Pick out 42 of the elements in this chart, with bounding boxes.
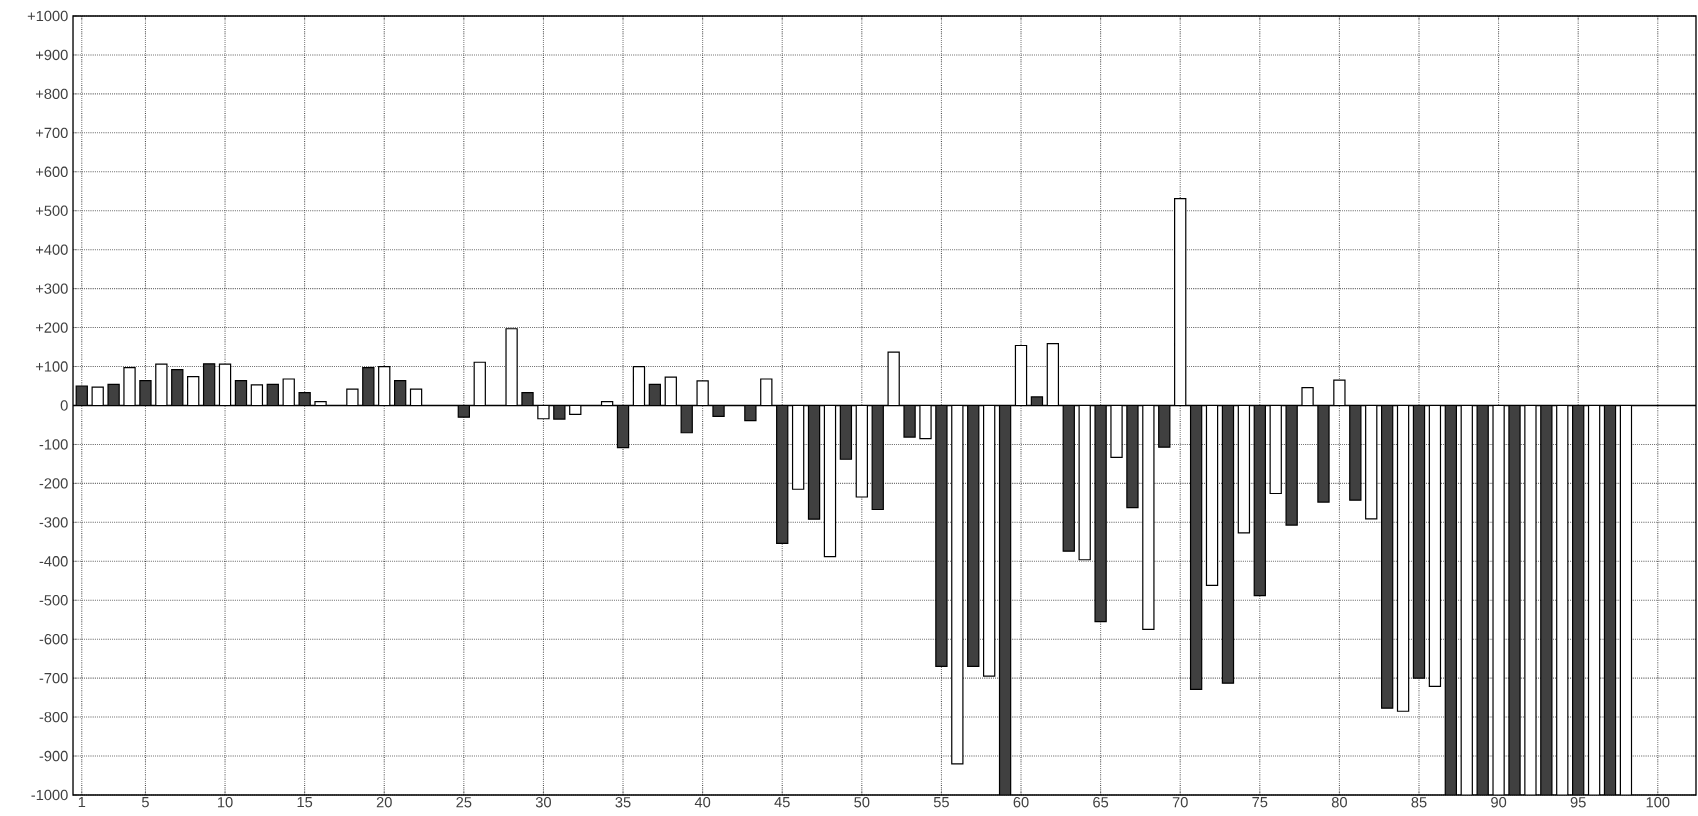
y-tick-label: -300 — [39, 517, 68, 528]
x-tick-label: 10 — [217, 797, 233, 808]
x-tick-label: 65 — [1093, 797, 1109, 808]
y-tick-label: -900 — [39, 750, 68, 762]
y-tick-label: +300 — [35, 283, 68, 294]
y-tick-label: -400 — [39, 556, 68, 567]
y-tick-label: -100 — [39, 439, 68, 450]
y-tick-label: -500 — [39, 595, 68, 606]
y-tick-label: +600 — [35, 166, 68, 177]
x-tick-label: 20 — [376, 797, 392, 808]
x-tick-label: 45 — [774, 797, 790, 808]
y-tick-label: +700 — [35, 127, 68, 139]
x-tick-label: 90 — [1491, 797, 1507, 808]
y-tick-label: +400 — [35, 244, 68, 255]
y-tick-label: +200 — [35, 322, 68, 333]
y-tick-label: -800 — [39, 711, 68, 723]
x-tick-label: 55 — [933, 797, 949, 808]
x-tick-label: 5 — [141, 797, 149, 808]
x-tick-label: 75 — [1252, 797, 1268, 808]
y-tick-label: +100 — [35, 361, 68, 372]
y-tick-label: +1000 — [27, 10, 68, 22]
x-tick-label: 100 — [1646, 797, 1670, 808]
y-tick-label: -1000 — [31, 789, 68, 801]
x-tick-label: 85 — [1411, 797, 1427, 808]
x-tick-label: 80 — [1331, 797, 1347, 808]
y-tick-label: 0 — [60, 400, 68, 411]
x-tick-label: 50 — [854, 797, 870, 808]
x-tick-label: 25 — [456, 797, 472, 808]
x-tick-label: 40 — [694, 797, 711, 808]
y-tick-label: -600 — [39, 634, 68, 645]
x-tick-label: 35 — [615, 797, 631, 808]
y-tick-label: -700 — [39, 672, 68, 684]
x-tick-label: 1 — [78, 797, 86, 808]
y-tick-label: -200 — [39, 478, 68, 489]
x-tick-label: 60 — [1013, 797, 1029, 808]
x-tick-label: 15 — [297, 797, 313, 808]
y-tick-label: +500 — [35, 205, 68, 216]
y-tick-label: +800 — [35, 88, 68, 100]
x-tick-label: 30 — [535, 797, 551, 808]
x-tick-label: 95 — [1570, 797, 1586, 808]
y-tick-label: +900 — [35, 49, 68, 61]
x-tick-label: 70 — [1172, 797, 1188, 808]
